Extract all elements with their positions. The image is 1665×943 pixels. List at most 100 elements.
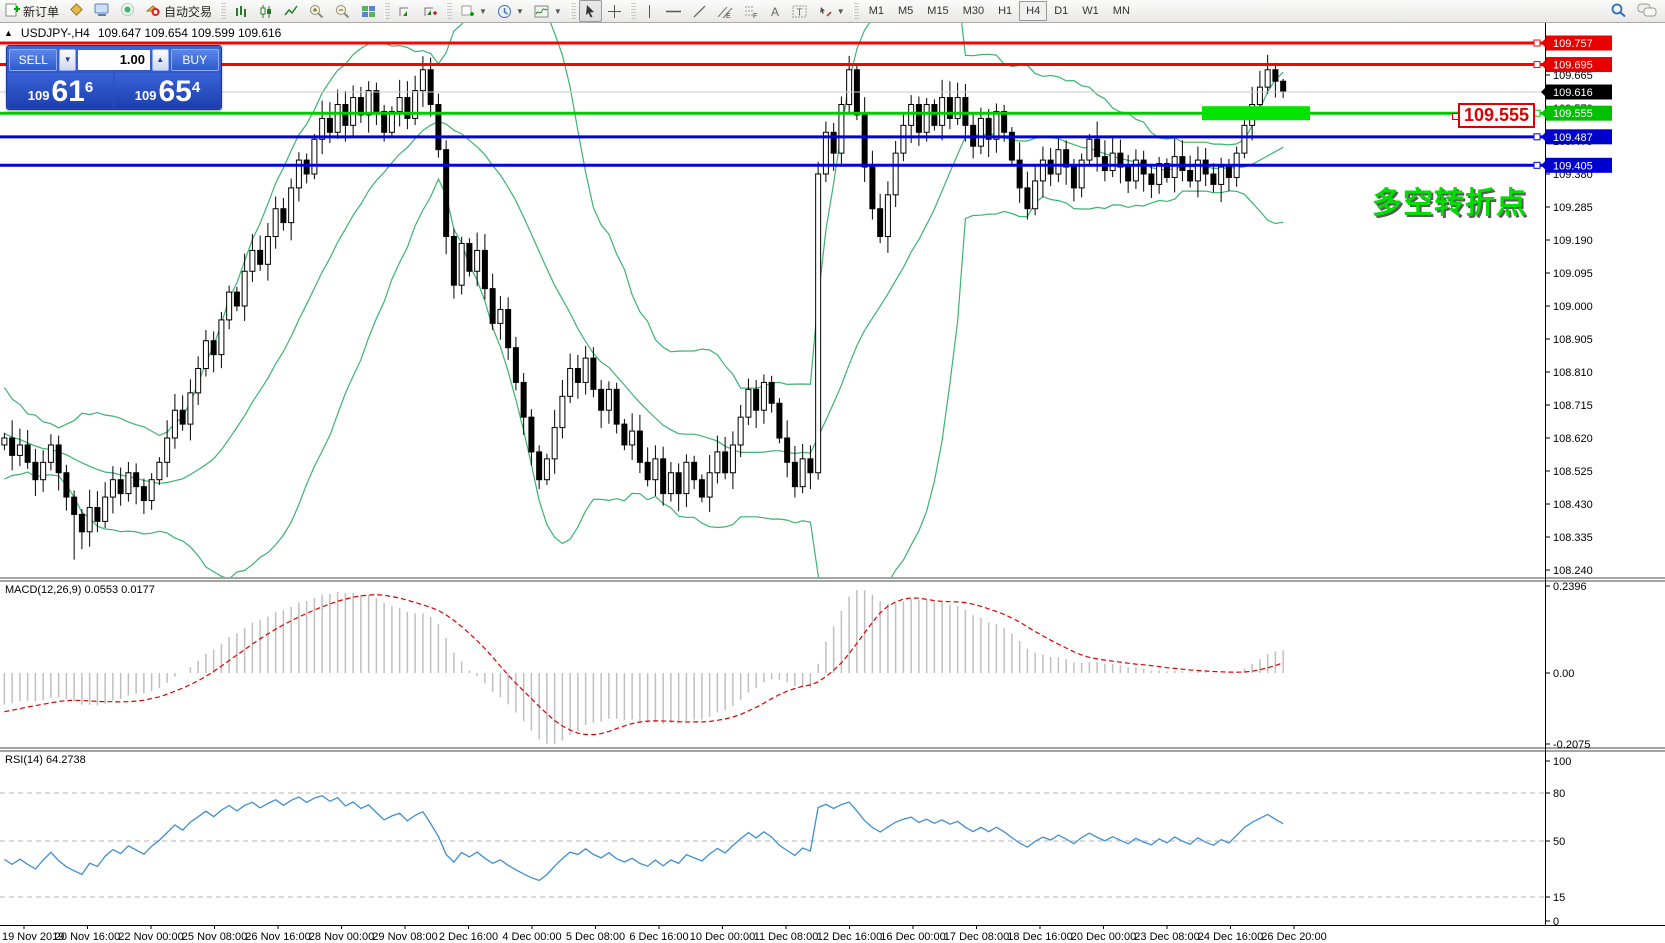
- main-pane[interactable]: [0, 0, 1545, 648]
- time-tick-label: 2 Dec 16:00: [439, 931, 498, 943]
- line-anchor-handle[interactable]: [1533, 161, 1541, 169]
- hline-tool-button[interactable]: [660, 0, 687, 22]
- indicators-button[interactable]: ▼: [529, 0, 567, 22]
- price-tag-label: 109.405: [1553, 160, 1593, 172]
- bollinger-middle-band: [4, 120, 1284, 484]
- zoom-out-button[interactable]: [330, 0, 356, 22]
- profile-button[interactable]: [393, 0, 418, 22]
- line-anchor-handle[interactable]: [1533, 39, 1541, 47]
- price-tag: [1546, 105, 1612, 121]
- macd-histogram: [3, 590, 1284, 744]
- buy-button[interactable]: BUY: [170, 49, 220, 71]
- price-tick-label: 109.095: [1553, 268, 1593, 280]
- tf-button-M5[interactable]: M5: [898, 5, 914, 17]
- channel-tool-button[interactable]: E: [712, 0, 738, 22]
- price-tick-label: 108.905: [1553, 334, 1593, 346]
- bollinger-lower-band: [4, 177, 1284, 577]
- crosshair-add-button[interactable]: ▼: [455, 0, 492, 22]
- tf-button-D1[interactable]: D1: [1054, 5, 1069, 17]
- sell-price-pip: 6: [84, 79, 94, 96]
- chevron-down-icon: ▼: [479, 6, 487, 16]
- tf-button-M1[interactable]: M1: [868, 5, 884, 17]
- barchart-view-button[interactable]: [229, 0, 254, 22]
- price-tick-label: 108.620: [1553, 433, 1593, 445]
- macd-pane[interactable]: [3, 590, 1284, 744]
- macd-label: MACD(12,26,9) 0.0553 0.0177: [5, 584, 155, 596]
- time-tick-label: 24 Dec 16:00: [1198, 931, 1263, 943]
- signal-button[interactable]: [115, 0, 140, 22]
- price-tag: [1546, 157, 1612, 173]
- text-tool-button[interactable]: A: [764, 0, 787, 22]
- tf-button-M15[interactable]: M15: [927, 5, 949, 17]
- price-tag: [1546, 129, 1612, 145]
- time-tick-label: 5 Dec 08:00: [566, 931, 625, 943]
- new-order-button[interactable]: 新订单: [0, 0, 64, 22]
- volume-input[interactable]: 1.00: [78, 50, 150, 70]
- price-tick-label: 108.810: [1553, 367, 1593, 379]
- time-tick-label: 11 Dec 08:00: [754, 931, 819, 943]
- periods-button[interactable]: ▼: [492, 0, 529, 22]
- new-order-icon: [5, 2, 20, 20]
- quote-bar: ▲ USDJPY-,H4 109.647 109.654 109.599 109…: [4, 26, 281, 40]
- line-anchor-handle[interactable]: [1533, 61, 1541, 69]
- zoom-in-button[interactable]: [304, 0, 330, 22]
- line-anchor-handle[interactable]: [1533, 133, 1541, 141]
- sell-button[interactable]: SELL: [9, 49, 58, 71]
- bollinger-upper-band: [3, 23, 1284, 437]
- cursor-tool-button[interactable]: [578, 0, 602, 22]
- time-tick-label: 16 Dec 00:00: [880, 931, 945, 943]
- volume-down-button[interactable]: ▼: [59, 49, 77, 71]
- time-tick-label: 29 Nov 08:00: [372, 931, 437, 943]
- price-tag-label: 109.757: [1553, 38, 1593, 50]
- template-button[interactable]: [418, 0, 443, 22]
- macd-tick-label: -0.2075: [1553, 739, 1590, 751]
- autotrade-button[interactable]: 自动交易: [140, 0, 217, 22]
- time-tick-label: 23 Dec 08:00: [1134, 931, 1199, 943]
- autotrade-icon: [145, 2, 161, 20]
- tf-button-MN[interactable]: MN: [1112, 5, 1130, 17]
- collapse-icon[interactable]: ▲: [4, 28, 13, 38]
- label-tool-button[interactable]: T: [787, 0, 813, 22]
- time-tick-label: 26 Dec 20:00: [1261, 931, 1326, 943]
- time-tick-label: 19 Nov 2019: [2, 931, 64, 943]
- price-tick-label: 108.715: [1553, 400, 1593, 412]
- sell-price-display[interactable]: 109 61 6: [8, 73, 113, 108]
- time-tick-label: 6 Dec 16:00: [629, 931, 688, 943]
- rsi-pane[interactable]: [0, 792, 1545, 898]
- trendline-tool-button[interactable]: [687, 0, 712, 22]
- volume-up-button[interactable]: ▲: [152, 49, 169, 71]
- buy-price-display[interactable]: 109 65 4: [115, 73, 220, 108]
- tf-button-M30[interactable]: M30: [962, 5, 985, 17]
- macd-signal-line: [4, 594, 1284, 736]
- svg-text:T: T: [796, 7, 802, 18]
- price-level-label[interactable]: 109.555: [1452, 103, 1535, 128]
- candlestick-view-button[interactable]: [254, 0, 279, 22]
- rsi-line: [4, 794, 1284, 882]
- rsi-label: RSI(14) 64.2738: [5, 754, 86, 766]
- time-tick-label: 22 Nov 00:00: [118, 931, 183, 943]
- search-icon[interactable]: [1610, 2, 1627, 21]
- hammer-tool-button[interactable]: [64, 0, 89, 22]
- toolbar-separator: [629, 3, 636, 19]
- price-tag-label: 109.487: [1553, 132, 1593, 144]
- tile-windows-button[interactable]: [356, 0, 381, 22]
- vline-tool-button[interactable]: [639, 0, 660, 22]
- tf-button-H4[interactable]: H4: [1019, 1, 1048, 21]
- linechart-view-button[interactable]: [279, 0, 304, 22]
- tf-button-H1[interactable]: H1: [998, 5, 1013, 17]
- svg-text:A: A: [771, 5, 779, 19]
- highlight-rectangle[interactable]: [1202, 106, 1310, 121]
- rsi-tick-label: 50: [1553, 836, 1565, 848]
- arrows-tool-button[interactable]: ▼: [813, 0, 850, 22]
- price-tick-label: 109.000: [1553, 301, 1593, 313]
- crosshair-tool-button[interactable]: [602, 0, 627, 22]
- fibonacci-tool-button[interactable]: F: [738, 0, 764, 22]
- rsi-tick-label: 15: [1553, 892, 1565, 904]
- toolbar-separator: [220, 3, 227, 19]
- svg-text:F: F: [753, 13, 757, 19]
- label-anchor-handle[interactable]: [1452, 113, 1459, 120]
- terminal-button[interactable]: [89, 0, 115, 22]
- chat-icon[interactable]: [1637, 2, 1657, 21]
- tf-button-W1[interactable]: W1: [1082, 5, 1099, 17]
